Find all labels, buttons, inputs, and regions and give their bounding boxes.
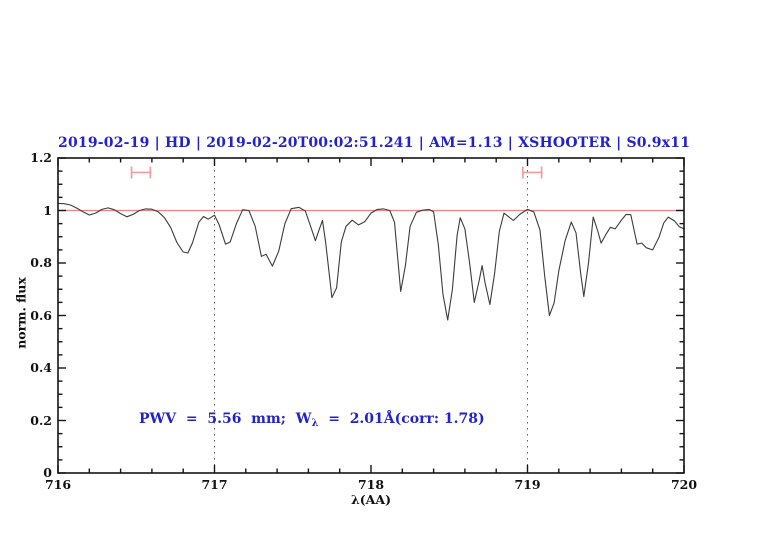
pwv-annotation-suffix: = 2.01Å(corr: 1.78): [318, 411, 485, 427]
y-tick-label: 0.2: [30, 412, 52, 428]
x-tick-label: 719: [514, 477, 541, 492]
y-tick-label: 1.2: [30, 150, 52, 165]
y-tick-label: 1: [43, 202, 52, 218]
y-tick-label: 0.6: [30, 307, 52, 323]
pwv-annotation: PWV = 5.56 mm; Wλ = 2.01Å(corr: 1.78): [139, 411, 485, 429]
x-tick-label: 717: [201, 477, 228, 492]
pwv-annotation-subscript: λ: [311, 418, 319, 429]
spectrum-line: [57, 202, 685, 321]
x-axis-label: λ(AA): [351, 492, 391, 507]
y-tick-label: 0: [43, 465, 52, 480]
x-tick-label: 720: [670, 477, 698, 492]
x-tick-label: 718: [357, 477, 385, 492]
band-marker: [521, 166, 543, 179]
band-marker: [130, 166, 152, 179]
pwv-annotation-prefix: PWV = 5.56 mm; W: [139, 411, 312, 427]
y-tick-label: 0.4: [30, 360, 52, 375]
plot-title: 2019-02-19 | HD | 2019-02-20T00:02:51.24…: [58, 135, 691, 151]
y-tick-label: 0.8: [30, 255, 52, 270]
x-tick-label: 716: [44, 477, 72, 492]
